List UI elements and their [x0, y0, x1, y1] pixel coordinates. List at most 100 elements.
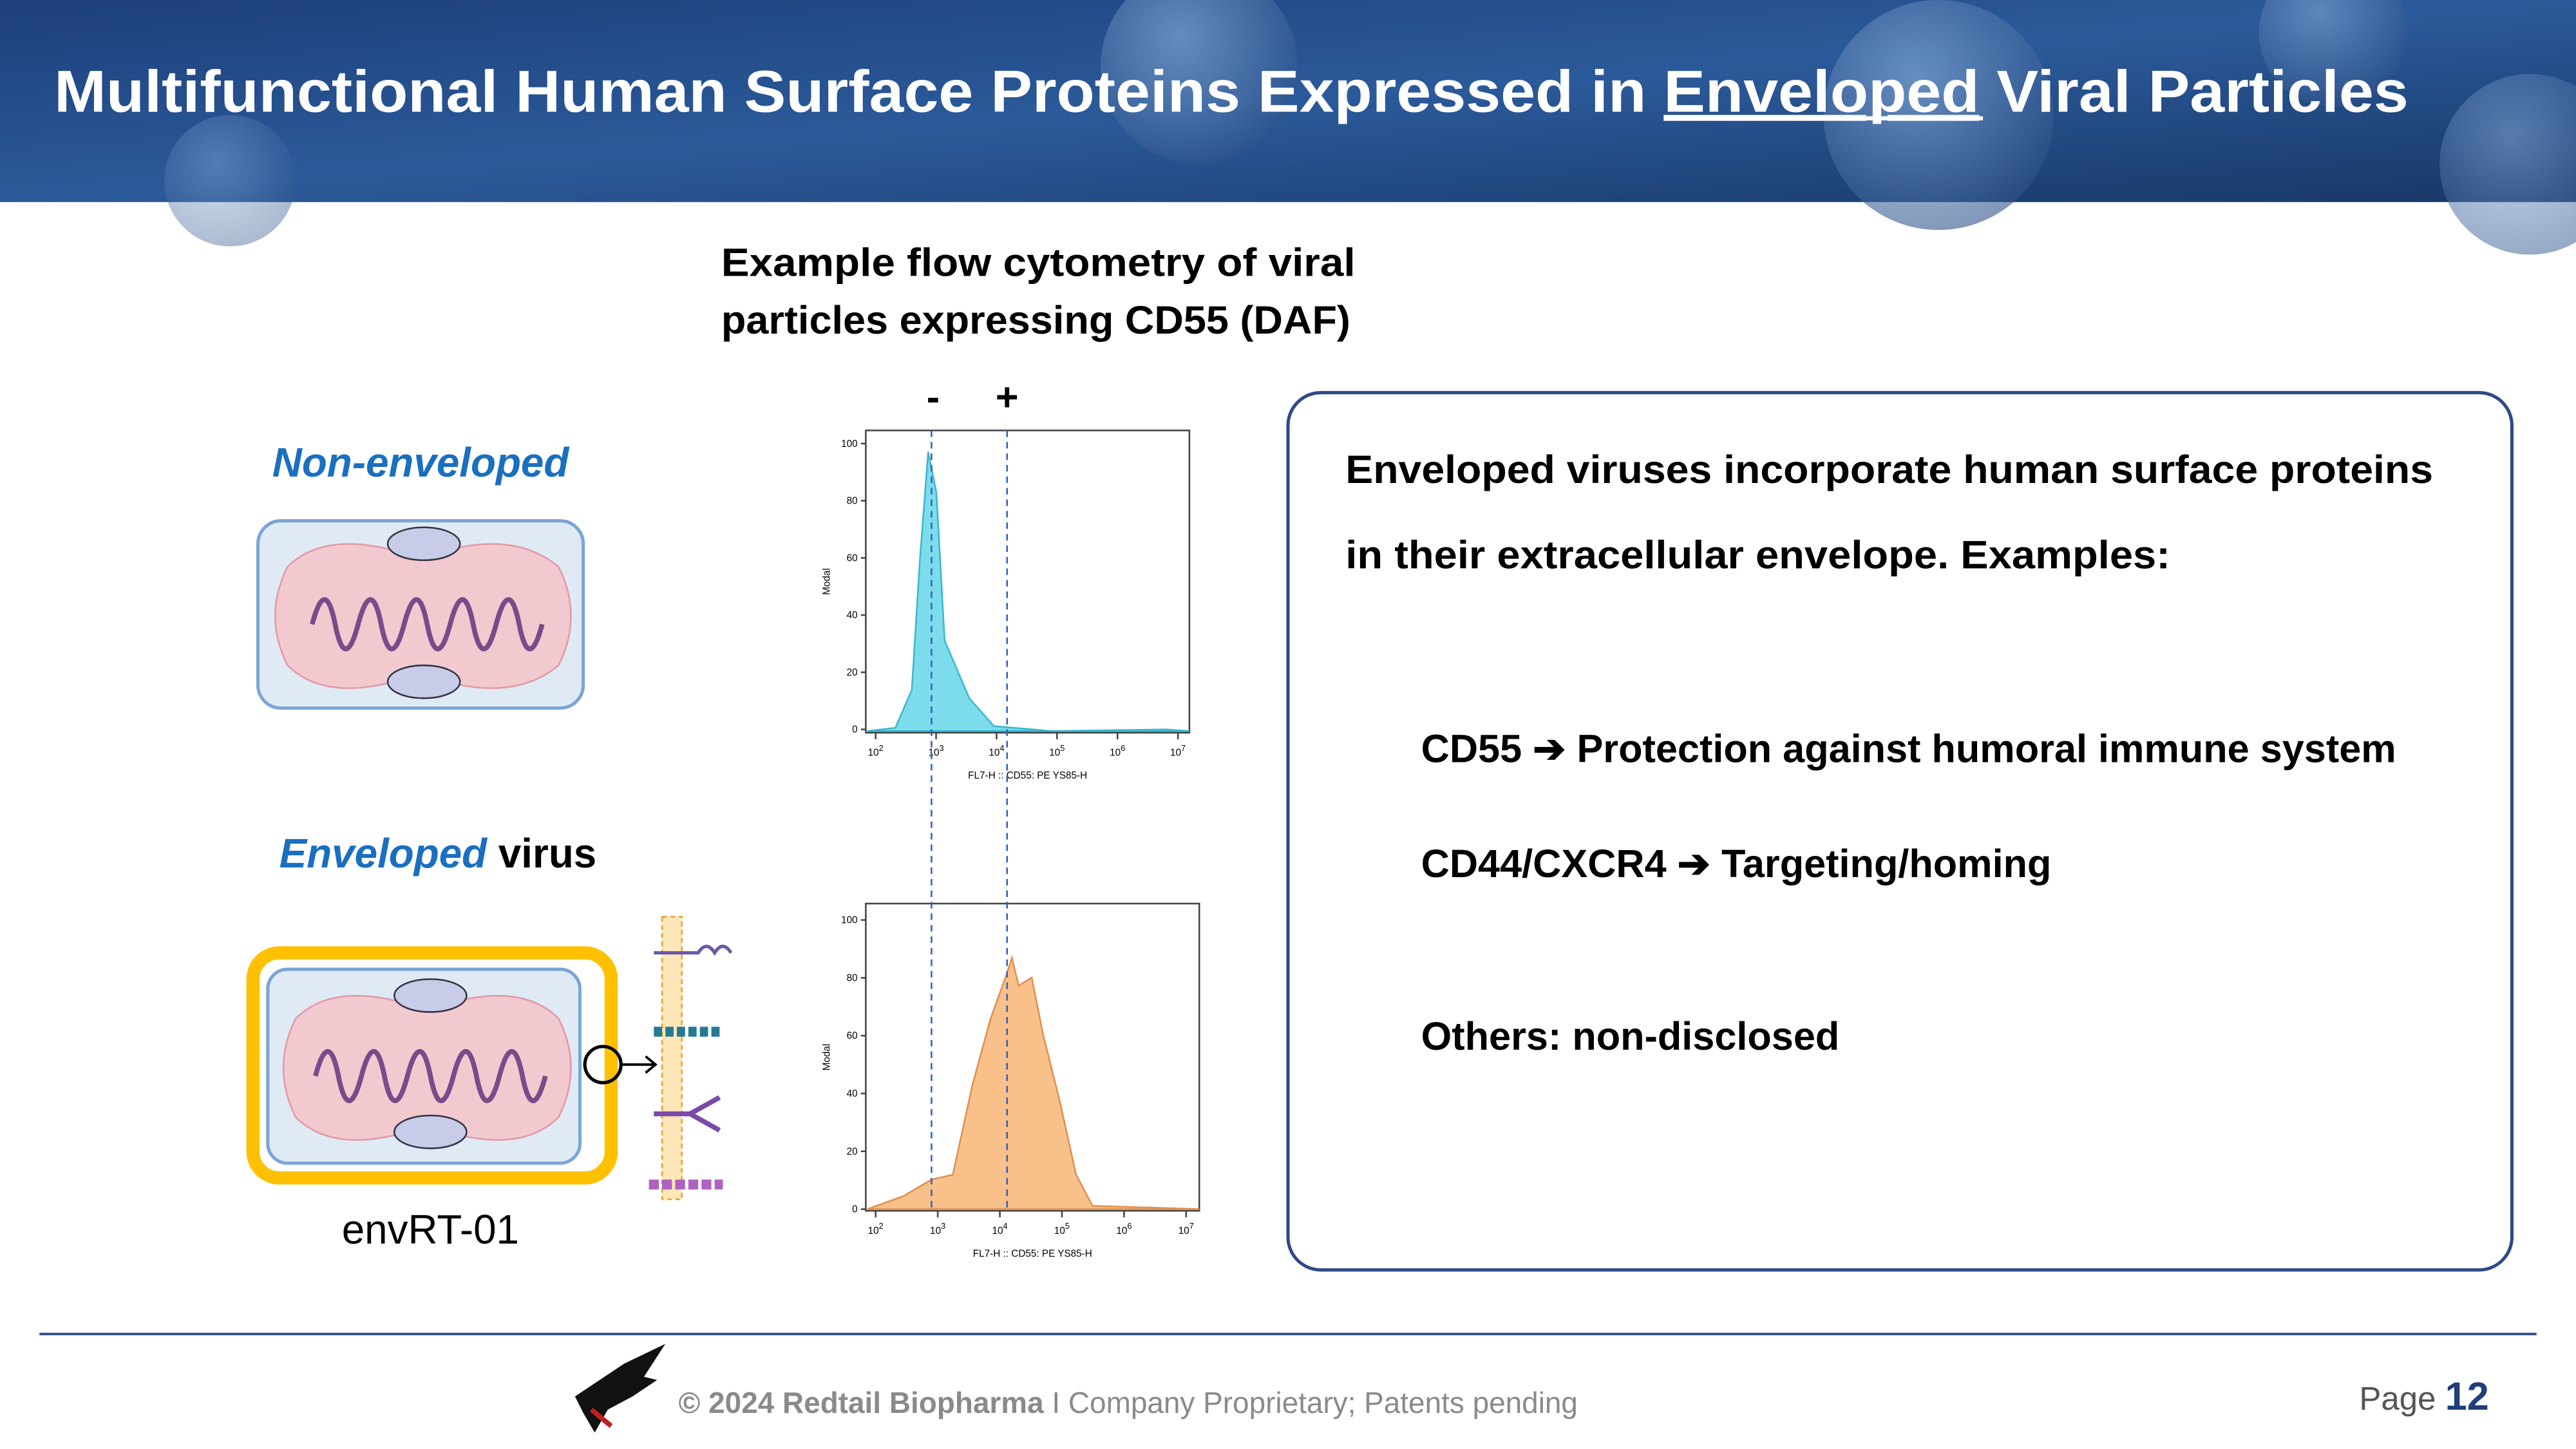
y-tick-label: 100: [841, 915, 858, 926]
envelope: [246, 946, 618, 1185]
title-part: Enveloped: [1663, 59, 1979, 124]
gate-label: -: [927, 375, 940, 419]
tick-exp: 5: [1060, 743, 1065, 753]
bubble: [2259, 0, 2407, 107]
organelle: [393, 1114, 468, 1150]
x-tick-label: 107: [1179, 1221, 1194, 1236]
x-tick-label: 104: [992, 1221, 1007, 1236]
y-tick-label: 80: [847, 496, 858, 507]
item-name: CD55: [1421, 727, 1522, 771]
product-name: envRT-01: [342, 1206, 519, 1253]
separator: I: [1052, 1386, 1060, 1419]
y-axis-label: Modal: [821, 1044, 832, 1071]
note: Company Proprietary; Patents pending: [1068, 1386, 1578, 1419]
tick-exp: 6: [1127, 1221, 1132, 1231]
label-part: Enveloped: [279, 830, 488, 876]
x-axis-label: FL7-H :: CD55: PE YS85-H: [968, 770, 1087, 781]
item-name: CD44/CXCR4: [1421, 842, 1667, 886]
header: Multifunctional Human Surface Proteins E…: [0, 0, 2576, 255]
page-num: 12: [2445, 1374, 2489, 1418]
item: CD44/CXCR4 ➔ Targeting/homing: [1421, 842, 2052, 886]
box-frame: [1286, 391, 2514, 1272]
title-part: Viral Particles: [1979, 59, 2408, 124]
tick-exp: 7: [1181, 743, 1186, 753]
histogram-curve: [867, 451, 1190, 732]
page-number: Page 12: [2359, 1374, 2488, 1418]
bubble: [1101, 0, 1298, 165]
tick-exp: 7: [1189, 1221, 1194, 1231]
y-tick-label: 60: [847, 1030, 858, 1041]
tick-base: 10: [929, 747, 940, 758]
page-label: Page: [2359, 1380, 2436, 1417]
tick-exp: 6: [1121, 743, 1125, 753]
x-tick-label: 102: [868, 1221, 884, 1236]
caption: particles expressing CD55 (DAF): [721, 298, 1350, 342]
tick-base: 10: [1116, 1226, 1127, 1236]
organelle: [393, 978, 468, 1013]
membrane: [661, 916, 683, 1200]
tick-exp: 2: [879, 1221, 884, 1231]
y-tick-label: 100: [841, 439, 858, 450]
y-tick-label: 20: [847, 1146, 858, 1157]
tick-exp: 2: [879, 743, 884, 753]
tick-base: 10: [868, 1226, 879, 1236]
tick-base: 10: [989, 747, 999, 758]
tick-base: 10: [1179, 1226, 1189, 1236]
cell-enveloped: [246, 916, 733, 1200]
intro: in their extracellular envelope. Example…: [1345, 533, 2170, 577]
tick-base: 10: [992, 1226, 1003, 1236]
tick-exp: 3: [941, 1221, 945, 1231]
title-part: Multifunctional Human Surface Proteins E…: [54, 59, 1663, 124]
label: Non-enveloped: [272, 439, 571, 486]
intro: Enveloped viruses incorporate human surf…: [1345, 448, 2433, 491]
bubble: [2439, 73, 2576, 255]
copyright: © 2024 Redtail Biopharma: [679, 1386, 1045, 1419]
tick-exp: 3: [940, 743, 944, 753]
y-axis-label: Modal: [821, 568, 832, 595]
bubble: [1823, 0, 2054, 231]
tick-base: 10: [1170, 747, 1181, 758]
x-tick-label: 106: [1110, 743, 1125, 759]
info-box: Enveloped viruses incorporate human surf…: [1286, 391, 2514, 1272]
arrow: [621, 1055, 658, 1074]
organelle: [386, 526, 461, 562]
label: Enveloped virus: [279, 830, 597, 876]
y-tick-label: 60: [847, 553, 858, 564]
label-part: virus: [498, 830, 596, 876]
bubble: [164, 115, 296, 247]
tick-base: 10: [930, 1226, 941, 1236]
x-tick-label: 103: [930, 1221, 945, 1236]
y-tick-label: 80: [847, 972, 858, 983]
others: Others: non-disclosed: [1421, 1014, 1840, 1058]
tick-base: 10: [868, 747, 879, 758]
tick-base: 10: [1110, 747, 1121, 758]
footer: © 2024 Redtail Biopharma I Company Propr…: [39, 1332, 2537, 1433]
plot-frame: [865, 430, 1191, 734]
protein: [654, 1095, 721, 1133]
x-tick-label: 105: [1049, 743, 1065, 759]
histogram-curve: [867, 954, 1200, 1210]
dna: [313, 1049, 548, 1103]
y-tick-label: 0: [852, 1204, 858, 1215]
y-tick-label: 0: [852, 724, 858, 735]
tick-base: 10: [1049, 747, 1060, 758]
organelle: [386, 664, 461, 699]
item-text: Protection against humoral immune system: [1577, 727, 2396, 771]
title: Multifunctional Human Surface Proteins E…: [54, 59, 2409, 124]
logo-accent: [589, 1407, 613, 1428]
x-tick-label: 102: [868, 743, 884, 759]
x-tick-label: 103: [929, 743, 944, 759]
tick-exp: 4: [999, 743, 1004, 753]
x-tick-label: 106: [1116, 1221, 1132, 1236]
item-text: Targeting/homing: [1721, 842, 2051, 886]
caption: Example flow cytometry of viral: [721, 241, 1356, 285]
y-tick-label: 40: [847, 1088, 858, 1099]
dna: [309, 597, 545, 652]
y-tick-label: 20: [847, 667, 858, 678]
item: CD55 ➔ Protection against humoral immune…: [1421, 727, 2396, 771]
y-tick-label: 40: [847, 610, 858, 621]
